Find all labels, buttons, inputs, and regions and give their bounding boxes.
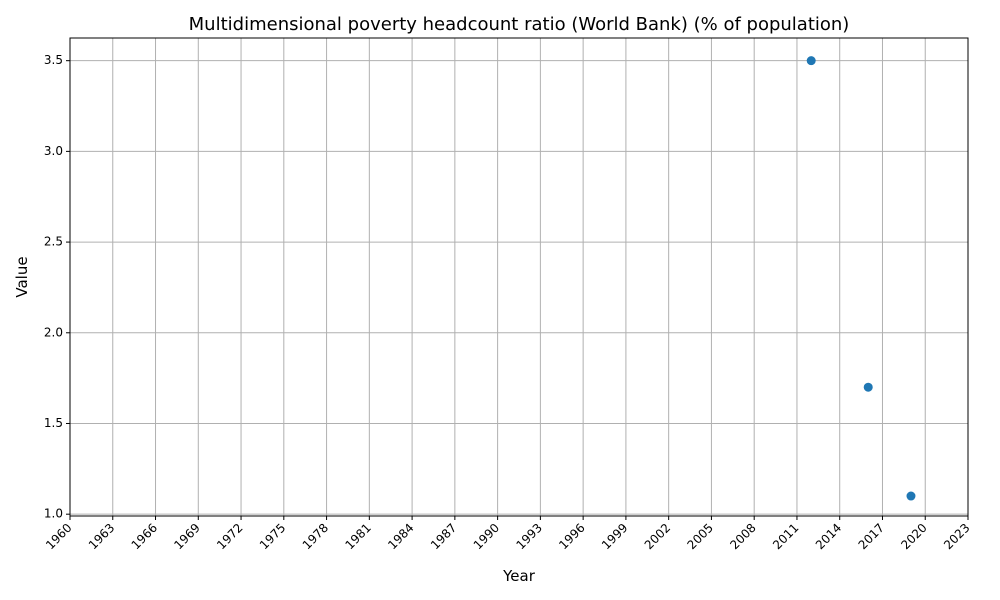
x-tick-label: 1966: [129, 521, 160, 552]
x-tick-label: 1984: [385, 521, 416, 552]
y-tick-label: 2.0: [44, 325, 63, 339]
x-tick-label: 1975: [257, 521, 288, 552]
data-points: [806, 56, 916, 501]
x-tick-label: 2023: [941, 521, 972, 552]
x-tick-label: 1960: [43, 521, 74, 552]
data-point: [806, 56, 816, 66]
x-tick-label: 1969: [171, 521, 202, 552]
x-tick-label: 2017: [856, 521, 887, 552]
x-tick-label: 2005: [685, 521, 716, 552]
x-tick-label: 1993: [513, 521, 544, 552]
data-point: [906, 491, 916, 501]
x-tick-label: 2014: [813, 521, 844, 552]
x-tick-label: 1978: [300, 521, 331, 552]
x-tick-label: 1990: [471, 521, 502, 552]
x-axis-label: Year: [502, 567, 536, 585]
grid: [69, 38, 969, 516]
x-tick-label: 1996: [556, 521, 587, 552]
plot-area: [69, 37, 969, 517]
data-point: [863, 382, 873, 392]
y-tick-label: 2.5: [44, 235, 63, 249]
chart-title: Multidimensional poverty headcount ratio…: [189, 14, 850, 35]
x-tick-label: 1981: [342, 521, 373, 552]
x-tick-label: 2008: [727, 521, 758, 552]
y-axis-label: Value: [13, 256, 31, 297]
x-tick-label: 1972: [214, 521, 245, 552]
x-tick-label: 1999: [599, 521, 630, 552]
y-tick-label: 3.0: [44, 144, 63, 158]
x-tick-label: 2011: [770, 521, 801, 552]
y-tick-label: 1.0: [44, 507, 63, 521]
x-tick-label: 1963: [86, 521, 117, 552]
x-tick-label: 1987: [428, 521, 459, 552]
axis-ticks: 1960 1963 1966 1969 1972 1975 1978 1981 1984 1987…: [43, 53, 972, 552]
y-tick-label: 3.5: [44, 53, 63, 67]
y-tick-label: 1.5: [44, 416, 63, 430]
x-tick-label: 2002: [642, 521, 673, 552]
x-tick-label: 2020: [898, 521, 929, 552]
